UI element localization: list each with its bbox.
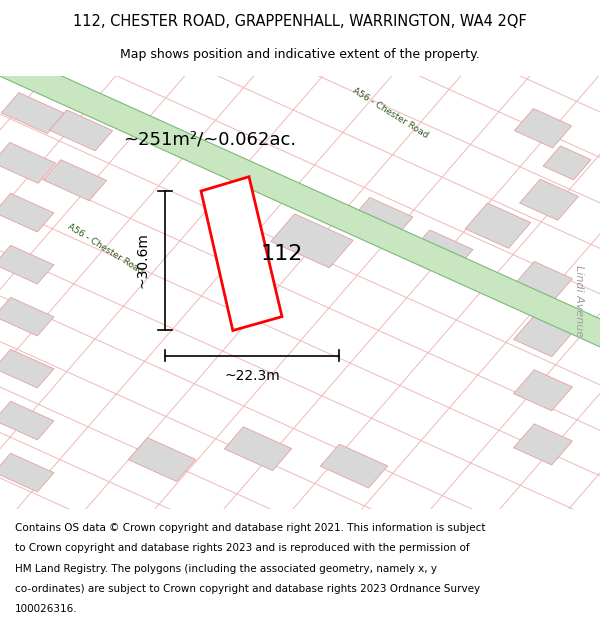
- Text: A56 - Chester Road: A56 - Chester Road: [65, 222, 145, 276]
- Polygon shape: [409, 230, 473, 273]
- Text: Map shows position and indicative extent of the property.: Map shows position and indicative extent…: [120, 48, 480, 61]
- Polygon shape: [271, 214, 353, 268]
- Text: HM Land Registry. The polygons (including the associated geometry, namely x, y: HM Land Registry. The polygons (includin…: [15, 564, 437, 574]
- Text: A56 - Chester Road: A56 - Chester Road: [350, 86, 430, 140]
- Polygon shape: [128, 438, 196, 481]
- Polygon shape: [543, 146, 591, 180]
- Text: to Crown copyright and database rights 2023 and is reproduced with the permissio: to Crown copyright and database rights 2…: [15, 544, 470, 554]
- Polygon shape: [0, 298, 54, 336]
- Text: Contains OS data © Crown copyright and database right 2021. This information is : Contains OS data © Crown copyright and d…: [15, 523, 485, 533]
- Polygon shape: [520, 179, 578, 220]
- Polygon shape: [0, 401, 54, 440]
- Text: co-ordinates) are subject to Crown copyright and database rights 2023 Ordnance S: co-ordinates) are subject to Crown copyr…: [15, 584, 480, 594]
- Polygon shape: [0, 349, 54, 388]
- Polygon shape: [514, 261, 572, 302]
- Polygon shape: [224, 427, 292, 471]
- Text: 100026316.: 100026316.: [15, 604, 77, 614]
- Polygon shape: [0, 453, 54, 492]
- Polygon shape: [0, 193, 54, 232]
- Polygon shape: [514, 109, 572, 148]
- Text: Lindi Avenue: Lindi Avenue: [574, 266, 584, 338]
- Polygon shape: [349, 198, 413, 241]
- Polygon shape: [0, 142, 56, 183]
- Polygon shape: [465, 203, 531, 248]
- Polygon shape: [514, 316, 572, 357]
- Text: 112, CHESTER ROAD, GRAPPENHALL, WARRINGTON, WA4 2QF: 112, CHESTER ROAD, GRAPPENHALL, WARRINGT…: [73, 14, 527, 29]
- Polygon shape: [43, 160, 107, 201]
- Polygon shape: [320, 444, 388, 488]
- Text: ~22.3m: ~22.3m: [224, 369, 280, 383]
- Text: ~251m²/~0.062ac.: ~251m²/~0.062ac.: [124, 130, 296, 148]
- Polygon shape: [1, 92, 65, 134]
- Polygon shape: [201, 177, 282, 331]
- Polygon shape: [514, 370, 572, 411]
- Polygon shape: [0, 246, 54, 284]
- Polygon shape: [49, 110, 113, 151]
- Text: ~30.6m: ~30.6m: [135, 232, 149, 288]
- Text: 112: 112: [261, 244, 303, 264]
- Polygon shape: [514, 424, 572, 465]
